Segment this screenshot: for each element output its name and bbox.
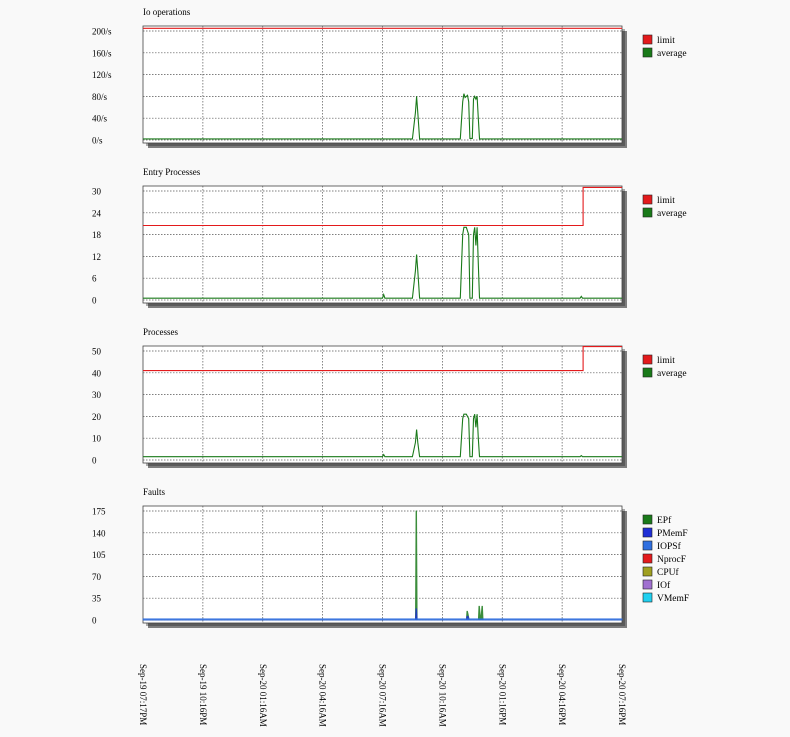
y-tick-label: 6: [92, 274, 97, 284]
series-average: [143, 226, 622, 299]
y-tick-label: 30: [92, 390, 102, 400]
chart-entry-processes: Entry Processes 30 24 18 12 6 0 limit average: [92, 167, 687, 308]
y-tick-label: 80/s: [92, 92, 108, 102]
chart-title: Faults: [143, 487, 166, 497]
legend-label-iopsf: IOPSf: [657, 541, 682, 552]
y-tick-label: 200/s: [92, 27, 112, 37]
legend-swatch-nprocf: [642, 553, 653, 564]
y-tick-label: 120/s: [92, 70, 112, 80]
chart-title: Processes: [143, 327, 178, 337]
x-tick-label: Sep-20 07:16PM: [617, 664, 627, 725]
series-iopsf: [142, 618, 623, 621]
x-tick-label: Sep-20 07:16AM: [378, 664, 388, 727]
legend-swatch-cpuf: [642, 566, 653, 577]
y-tick-label: 40: [92, 368, 102, 378]
legend-label-average: average: [657, 49, 687, 59]
legend-label-pmemf: PMemF: [657, 529, 688, 539]
legend-swatch-limit: [642, 194, 653, 205]
legend: limit average: [642, 354, 687, 379]
x-tick-label: Sep-20 04:16AM: [318, 664, 328, 727]
y-tick-label: 30: [92, 187, 102, 197]
y-tick-label: 50: [92, 347, 102, 357]
chart-title: Entry Processes: [143, 167, 201, 177]
y-tick-label: 10: [92, 434, 102, 444]
y-tick-label: 160/s: [92, 48, 112, 58]
legend-swatch-epf: [642, 514, 653, 525]
x-tick-label: Sep-20 10:16AM: [437, 664, 447, 727]
y-tick-label: 18: [92, 230, 102, 240]
y-tick-label: 12: [92, 252, 101, 262]
legend: limit average: [642, 194, 687, 219]
series-limit: [143, 346, 622, 372]
legend-label-cpuf: CPUf: [657, 567, 679, 578]
legend-label-limit: limit: [657, 36, 675, 46]
y-tick-label: 0: [92, 296, 97, 306]
legend-swatch-average: [642, 47, 653, 58]
chart-processes: Processes 50 40 30 20 10 0 limit average: [92, 327, 687, 468]
x-tick-label: Sep-20 01:16AM: [258, 664, 268, 727]
x-tick-label: Sep-19 07:17PM: [138, 664, 148, 725]
y-tick-label: 0: [92, 456, 97, 466]
chart-title: Io operations: [143, 7, 191, 17]
legend-label-iof: IOf: [657, 580, 671, 591]
y-tick-label: 0: [92, 616, 97, 626]
y-tick-label: 140: [92, 528, 106, 538]
legend-swatch-vmemf: [642, 592, 653, 603]
legend-label-limit: limit: [657, 196, 675, 206]
y-tick-label: 105: [92, 550, 106, 560]
y-tick-label: 175: [92, 507, 106, 517]
chart-io-operations: Io operations 200/s 160/s 120/s 80/s 40/s 0/s l…: [92, 7, 687, 148]
x-tick-label: Sep-20 04:16PM: [557, 664, 567, 725]
series-average: [143, 93, 622, 140]
x-tick-label: Sep-19 10:16PM: [198, 664, 208, 725]
legend-label-vmemf: VMemF: [657, 594, 689, 604]
legend-swatch-iopsf: [642, 540, 653, 551]
legend-swatch-limit: [642, 34, 653, 45]
legend-label-limit: limit: [657, 356, 675, 366]
y-tick-label: 0/s: [92, 136, 103, 146]
legend-swatch-limit: [642, 354, 653, 365]
x-axis-labels: Sep-19 07:17PM Sep-19 10:16PM Sep-20 01:16…: [138, 664, 627, 727]
legend-swatch-iof: [642, 579, 653, 590]
series-average: [143, 413, 622, 458]
legend-label-epf: EPf: [657, 515, 672, 526]
x-tick-label: Sep-20 01:16PM: [497, 664, 507, 725]
series-limit: [143, 186, 622, 227]
legend: EPf PMemF IOPSf NprocF CPUf IOf VMemF: [642, 514, 689, 604]
y-tick-label: 20: [92, 412, 102, 422]
legend-label-nprocf: NprocF: [657, 555, 686, 565]
y-tick-label: 70: [92, 572, 102, 582]
legend-label-average: average: [657, 209, 687, 219]
legend-label-average: average: [657, 369, 687, 379]
legend: limit average: [642, 34, 687, 59]
legend-swatch-pmemf: [642, 527, 653, 538]
y-tick-label: 40/s: [92, 114, 108, 124]
chart-faults: Faults 175 140 105 70 35 0 EPf PMemF IOPSf NprocF C…: [92, 487, 689, 628]
legend-swatch-average: [642, 367, 653, 378]
legend-swatch-average: [642, 207, 653, 218]
y-tick-label: 24: [92, 208, 102, 218]
y-tick-label: 35: [92, 594, 102, 604]
